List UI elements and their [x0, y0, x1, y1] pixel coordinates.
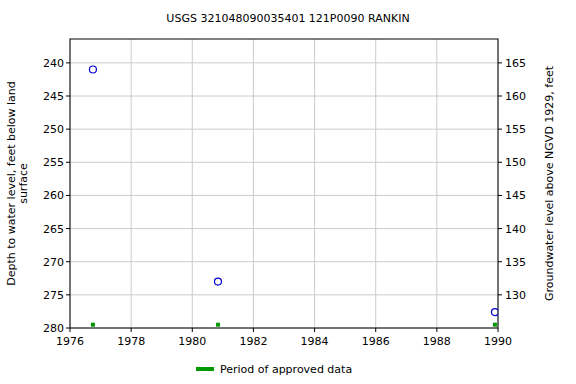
x-tick-label: 1978 — [117, 335, 145, 348]
y2-axis-label: Groundwater level above NGVD 1929, feet — [543, 65, 556, 301]
y-tick-label: 255 — [43, 156, 64, 169]
x-grid — [131, 39, 132, 328]
x-tick-label: 1982 — [239, 335, 267, 348]
y-tick-label: 250 — [43, 123, 64, 136]
x-tick — [375, 328, 376, 332]
y2-tick-label: 145 — [505, 189, 526, 202]
x-tick-label: 1988 — [423, 335, 451, 348]
background — [0, 0, 576, 384]
y2-tick — [498, 96, 502, 97]
x-grid — [375, 39, 376, 328]
x-grid — [436, 39, 437, 328]
x-grid — [192, 39, 193, 328]
y-tick-label: 260 — [43, 189, 64, 202]
approved-period-mark — [493, 323, 497, 327]
y2-tick-label: 130 — [505, 289, 526, 302]
x-tick-label: 1976 — [56, 335, 84, 348]
y-grid — [70, 62, 498, 63]
y-tick — [66, 96, 70, 97]
y-tick — [66, 195, 70, 196]
y-grid — [70, 261, 498, 262]
y2-tick — [498, 294, 502, 295]
y-tick-label: 265 — [43, 223, 64, 236]
y2-tick — [498, 195, 502, 196]
y-tick — [66, 228, 70, 229]
y-grid — [70, 129, 498, 130]
y2-tick — [498, 228, 502, 229]
y-tick-label: 275 — [43, 289, 64, 302]
y-grid — [70, 195, 498, 196]
chart: 1976 1978 1980 1982 1984 1986 1988 1990 240 245 25… — [0, 0, 576, 384]
x-tick — [253, 328, 254, 332]
x-grid — [314, 39, 315, 328]
y2-tick — [498, 129, 502, 130]
plot-frame — [70, 39, 498, 328]
x-tick — [498, 328, 499, 332]
y2-tick-label: 165 — [505, 57, 526, 70]
x-tick-label: 1990 — [484, 335, 512, 348]
x-tick-label: 1984 — [301, 335, 329, 348]
data-point — [89, 66, 96, 73]
data-point — [214, 278, 221, 285]
y2-tick-label: 155 — [505, 123, 526, 136]
x-tick-label: 1980 — [178, 335, 206, 348]
y2-tick — [498, 162, 502, 163]
y-grid — [70, 228, 498, 229]
title: USGS 321048090035401 121P0090 RANKIN — [166, 12, 409, 25]
x-tick — [131, 328, 132, 332]
y-grid — [70, 294, 498, 295]
y-axis-label: surface — [17, 163, 30, 204]
y-grid — [70, 96, 498, 97]
approved-period-mark — [216, 323, 220, 327]
y2-tick — [498, 261, 502, 262]
legend-label: Period of approved data — [220, 363, 352, 376]
y-tick-label: 240 — [43, 57, 64, 70]
y-tick — [66, 62, 70, 63]
y-tick-label: 280 — [43, 322, 64, 335]
y-tick-label: 245 — [43, 90, 64, 103]
data-group — [89, 66, 498, 327]
data-point — [491, 309, 498, 316]
y-tick — [66, 129, 70, 130]
x-tick — [192, 328, 193, 332]
y2-tick-label: 135 — [505, 256, 526, 269]
y2-tick — [498, 62, 502, 63]
y-tick — [66, 162, 70, 163]
x-tick — [436, 328, 437, 332]
legend-swatch — [196, 367, 214, 371]
y-tick — [66, 294, 70, 295]
y2-tick-label: 140 — [505, 223, 526, 236]
y-tick-label: 270 — [43, 256, 64, 269]
x-grid — [253, 39, 254, 328]
y-tick — [66, 328, 70, 329]
approved-period-mark — [91, 323, 95, 327]
x-tick — [70, 328, 71, 332]
y-grid — [70, 162, 498, 163]
x-tick — [314, 328, 315, 332]
y2-tick-label: 150 — [505, 156, 526, 169]
x-tick-label: 1986 — [362, 335, 390, 348]
y2-tick-label: 160 — [505, 90, 526, 103]
y-tick — [66, 261, 70, 262]
